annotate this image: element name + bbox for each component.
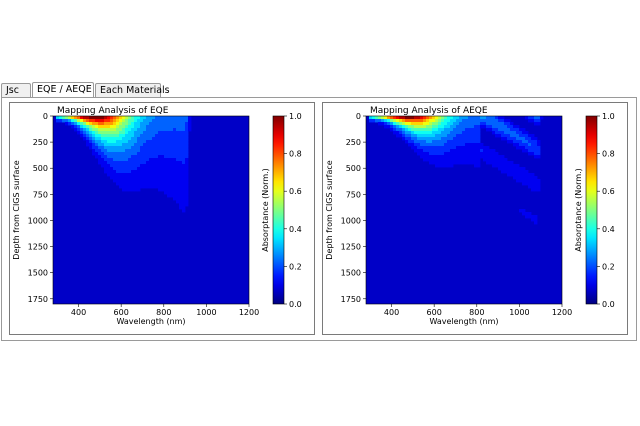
- colorbar-tick-label: 0.6: [289, 187, 302, 196]
- y-tick-label: 1750: [28, 295, 48, 304]
- tab-each-materials[interactable]: Each Materials: [95, 83, 170, 97]
- plot-frame: [365, 115, 563, 305]
- y-tick-label: 250: [346, 138, 361, 147]
- colorbar-tick-label: 0.0: [602, 300, 615, 309]
- colorbar-label: Absorptance (Norm.): [261, 168, 270, 252]
- x-axis-label: Wavelength (nm): [116, 317, 185, 326]
- y-axis-label: Depth from CIGS surface: [325, 160, 334, 259]
- y-axis-label: Depth from CIGS surface: [12, 160, 21, 259]
- colorbar-label: Absorptance (Norm.): [574, 168, 583, 252]
- x-tick-label: 400: [384, 308, 399, 317]
- x-tick-label: 600: [114, 308, 129, 317]
- x-tick-label: 600: [427, 308, 442, 317]
- colorbar-tick-label: 0.0: [289, 300, 302, 309]
- chart-title: Mapping Analysis of EQE: [57, 106, 169, 116]
- y-tick-label: 500: [33, 164, 48, 173]
- y-tick-label: 750: [33, 190, 48, 199]
- chart-title: Mapping Analysis of AEQE: [370, 106, 488, 116]
- colorbar-tick-label: 0.4: [602, 225, 615, 234]
- eqe-heatmap-chart: Mapping Analysis of EQE 400 600 800 1000 1200…: [12, 106, 302, 326]
- x-tick-label: 1200: [239, 308, 259, 317]
- x-tick-label: 1000: [196, 308, 216, 317]
- colorbar-tick-label: 1.0: [289, 112, 302, 121]
- colorbar: [272, 115, 285, 305]
- x-tick-label: 1000: [509, 308, 529, 317]
- colorbar-tick-label: 0.2: [289, 262, 302, 271]
- y-tick-label: 1500: [28, 269, 48, 278]
- y-tick-label: 1500: [341, 269, 361, 278]
- colorbar-tick-label: 0.8: [602, 150, 615, 159]
- x-tick-label: 800: [156, 308, 171, 317]
- y-tick-label: 1000: [28, 216, 48, 225]
- colorbar-tick-label: 0.4: [289, 225, 302, 234]
- heatmap-cells: [369, 116, 544, 225]
- y-tick-label: 0: [356, 112, 361, 121]
- y-tick-label: 1250: [341, 243, 361, 252]
- y-tick-label: 0: [43, 112, 48, 121]
- colorbar-tick-label: 0.8: [289, 150, 302, 159]
- heatmap-cells: [56, 116, 192, 213]
- x-tick-label: 800: [469, 308, 484, 317]
- colorbar-tick-label: 0.6: [602, 187, 615, 196]
- aeqe-chart-box: Mapping Analysis of AEQE 400 600 800 1000 120…: [322, 102, 628, 335]
- colorbar-tick-label: 0.2: [602, 262, 615, 271]
- tab-eqe-aeqe[interactable]: EQE / AEQE: [32, 82, 94, 98]
- y-tick-label: 1750: [341, 295, 361, 304]
- y-tick-label: 250: [33, 138, 48, 147]
- plot-frame: [52, 115, 250, 305]
- colorbar: [585, 115, 598, 305]
- x-tick-label: 1200: [552, 308, 572, 317]
- y-tick-label: 750: [346, 190, 361, 199]
- x-axis-label: Wavelength (nm): [429, 317, 498, 326]
- aeqe-heatmap-chart: Mapping Analysis of AEQE 400 600 800 1000 120…: [325, 106, 615, 326]
- y-tick-label: 1000: [341, 216, 361, 225]
- y-tick-label: 1250: [28, 243, 48, 252]
- eqe-chart-box: Mapping Analysis of EQE 400 600 800 1000 1200…: [9, 102, 315, 335]
- x-tick-label: 400: [71, 308, 86, 317]
- tab-jsc[interactable]: Jsc: [1, 83, 31, 97]
- colorbar-tick-label: 1.0: [602, 112, 615, 121]
- y-tick-label: 500: [346, 164, 361, 173]
